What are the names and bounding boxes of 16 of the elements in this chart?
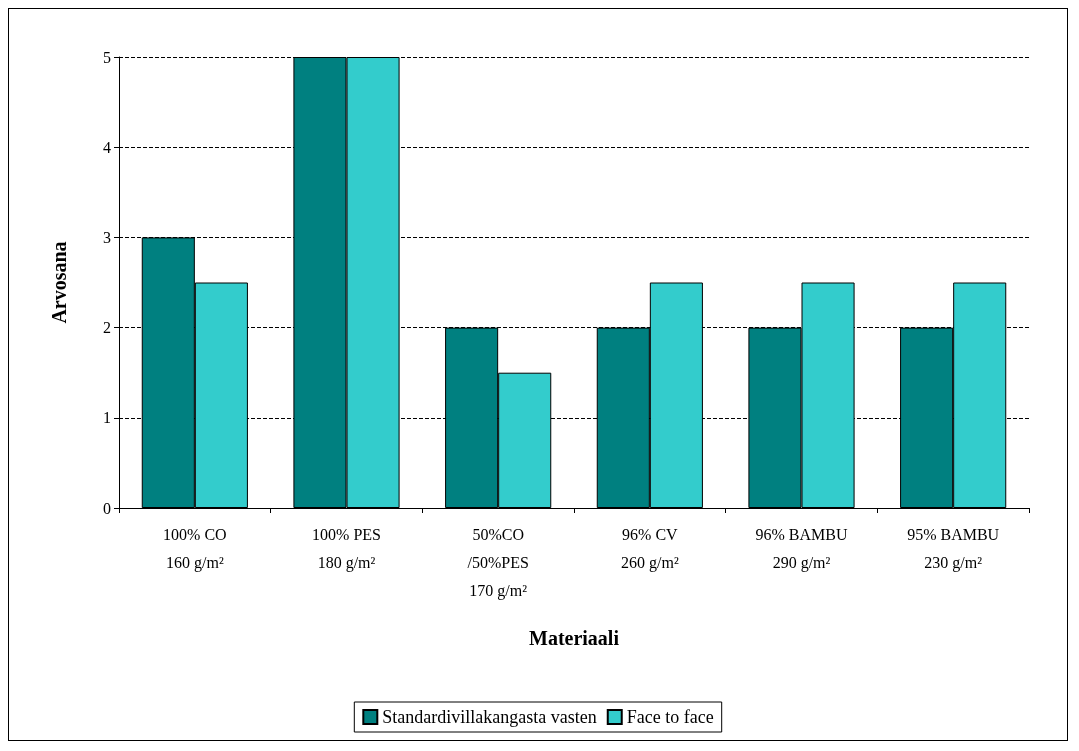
x-tick-label: 100% PES 180 g/m² bbox=[312, 525, 381, 572]
x-tick-label: 50%CO /50%PES 170 g/m² bbox=[467, 525, 529, 600]
y-tick-label: 2 bbox=[103, 319, 111, 337]
x-axis-title: Materiaali bbox=[529, 627, 620, 649]
x-tick-label: 95% BAMBU 230 g/m² bbox=[907, 525, 1000, 572]
x-tick-label: 96% CV 260 g/m² bbox=[620, 525, 679, 572]
x-tick-label: 96% BAMBU 290 g/m² bbox=[755, 525, 848, 572]
y-tick-label: 1 bbox=[103, 409, 111, 427]
y-tick-label: 5 bbox=[103, 48, 111, 66]
y-tick-label: 4 bbox=[103, 138, 111, 156]
y-tick-label: 3 bbox=[103, 228, 111, 246]
x-tick-label: 100% CO 160 g/m² bbox=[163, 525, 227, 572]
legend-label: Standardivillakangasta vasten bbox=[382, 707, 597, 727]
y-tick-label: 0 bbox=[103, 499, 111, 517]
y-axis-title: Arvosana bbox=[48, 241, 70, 324]
legend-label: Face to face bbox=[626, 707, 714, 727]
